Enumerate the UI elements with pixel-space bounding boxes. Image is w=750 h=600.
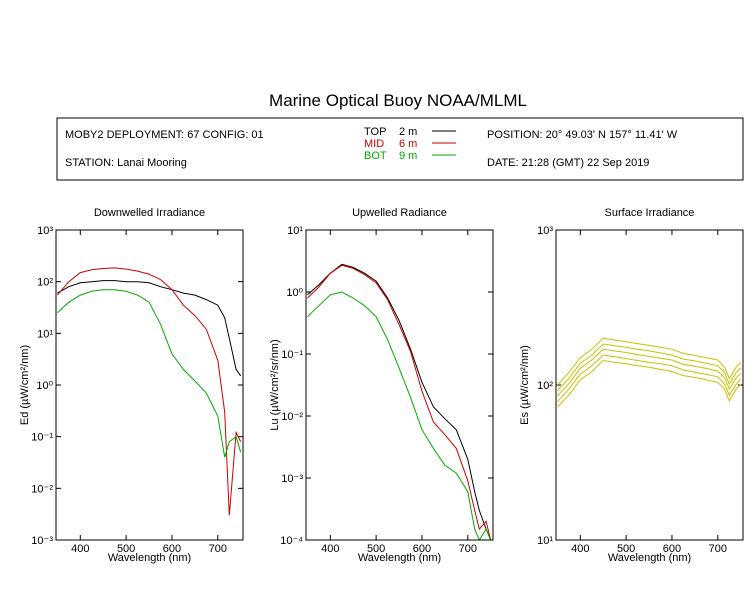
x-tick-label: 600 — [413, 543, 431, 555]
y-tick-label: 10¹ — [37, 328, 53, 340]
panel-title: Upwelled Radiance — [352, 207, 447, 219]
legend-depth: 9 m — [399, 150, 417, 162]
legend-name: MID — [364, 138, 384, 150]
legend-name: TOP — [364, 126, 386, 138]
y-tick-label: 10⁻² — [31, 483, 53, 495]
x-tick-label: 500 — [367, 543, 385, 555]
y-axis-label: Ed (µW/cm²/nm) — [19, 345, 31, 425]
series-line — [557, 348, 742, 397]
y-tick-label: 10² — [37, 277, 53, 289]
series-line — [557, 337, 742, 386]
y-tick-label: 10⁻⁴ — [280, 535, 303, 547]
series-line — [57, 280, 242, 377]
date: DATE: 21:28 (GMT) 22 Sep 2019 — [487, 157, 649, 169]
x-axis-label: Wavelength (nm) — [608, 552, 691, 564]
x-tick-label: 500 — [117, 543, 135, 555]
y-axis-label: Es (µW/cm²/nm) — [519, 345, 531, 425]
plot-frame — [55, 229, 244, 541]
legend-depth: 6 m — [399, 138, 417, 150]
x-tick-label: 400 — [71, 543, 89, 555]
x-axis-label: Wavelength (nm) — [358, 552, 441, 564]
x-tick-label: 500 — [617, 543, 635, 555]
y-tick-label: 10⁰ — [36, 380, 53, 392]
series-line — [57, 289, 242, 458]
y-tick-label: 10² — [537, 380, 553, 392]
x-tick-label: 700 — [459, 543, 477, 555]
info-box — [56, 117, 744, 181]
y-tick-label: 10¹ — [537, 535, 553, 547]
x-tick-label: 700 — [209, 543, 227, 555]
x-axis-label: Wavelength (nm) — [108, 552, 191, 564]
y-tick-label: 10⁻² — [281, 411, 303, 423]
series-line — [57, 267, 242, 516]
legend-depth: 2 m — [399, 126, 417, 138]
y-tick-label: 10³ — [37, 225, 53, 237]
y-tick-label: 10⁻³ — [281, 473, 303, 485]
deployment: MOBY2 DEPLOYMENT: 67 CONFIG: 01 — [65, 129, 264, 141]
y-tick-label: 10⁻¹ — [281, 349, 303, 361]
x-tick-label: 600 — [163, 543, 181, 555]
series-line — [307, 264, 492, 540]
series-line — [557, 354, 742, 403]
station: STATION: Lanai Mooring — [65, 157, 187, 169]
x-tick-label: 400 — [321, 543, 339, 555]
legend: TOP 2 m MID 6 m BOT 9 m — [364, 126, 456, 162]
y-tick-label: 10³ — [537, 225, 553, 237]
panel-title: Downwelled Irradiance — [94, 207, 205, 219]
series-line — [307, 263, 492, 540]
series-line — [307, 291, 492, 540]
position: POSITION: 20° 49.03' N 157° 11.41' W — [487, 129, 678, 141]
panel-title: Surface Irradiance — [605, 207, 695, 219]
legend-name: BOT — [364, 150, 387, 162]
plot-frame — [555, 229, 744, 541]
series-line — [557, 359, 742, 408]
y-tick-label: 10⁰ — [286, 287, 303, 299]
x-tick-label: 700 — [709, 543, 727, 555]
plot-frame — [305, 229, 494, 541]
y-tick-label: 10¹ — [287, 225, 303, 237]
x-tick-label: 400 — [571, 543, 589, 555]
page-title: Marine Optical Buoy NOAA/MLML — [269, 91, 527, 110]
y-tick-label: 10⁻³ — [31, 535, 53, 547]
y-axis-label: Lu (µW/cm²/sr/nm) — [269, 339, 281, 430]
series-line — [557, 343, 742, 391]
x-tick-label: 600 — [663, 543, 681, 555]
y-tick-label: 10⁻¹ — [31, 432, 53, 444]
